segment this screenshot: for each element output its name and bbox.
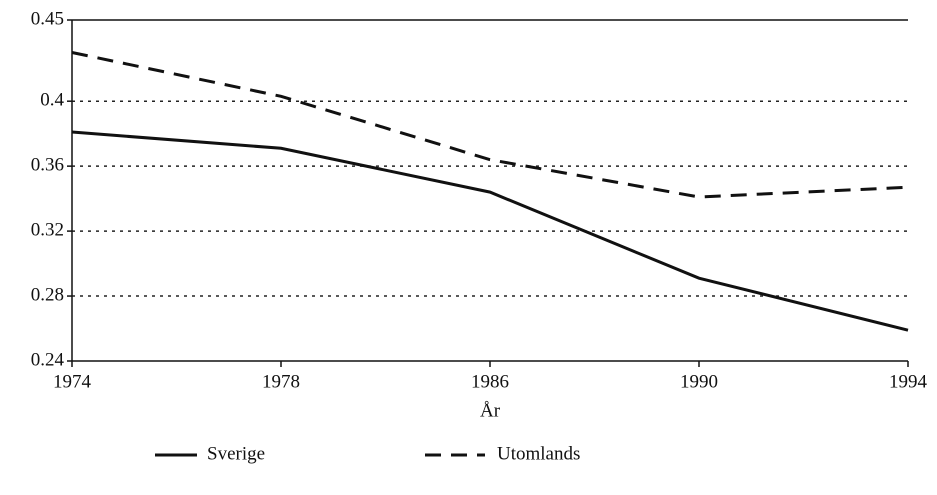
line-series bbox=[71, 51, 909, 199]
y-tick-label: 0.32 bbox=[31, 219, 64, 240]
x-tick-label: 1990 bbox=[680, 371, 718, 392]
x-tick-label: 1986 bbox=[471, 371, 509, 392]
legend-label: Sverige bbox=[207, 443, 265, 464]
x-tick-label: 1994 bbox=[889, 371, 928, 392]
y-tick-label: 0.45 bbox=[31, 8, 64, 29]
x-axis-label: År bbox=[480, 400, 501, 421]
y-tick-label: 0.28 bbox=[31, 284, 64, 305]
x-tick-label: 1978 bbox=[262, 371, 300, 392]
y-tick-label: 0.4 bbox=[40, 90, 64, 111]
y-tick-label: 0.24 bbox=[31, 349, 65, 370]
legend-label: Utomlands bbox=[497, 443, 580, 464]
line-series bbox=[71, 130, 909, 332]
x-tick-label: 1974 bbox=[53, 371, 92, 392]
y-tick-label: 0.36 bbox=[31, 155, 64, 176]
